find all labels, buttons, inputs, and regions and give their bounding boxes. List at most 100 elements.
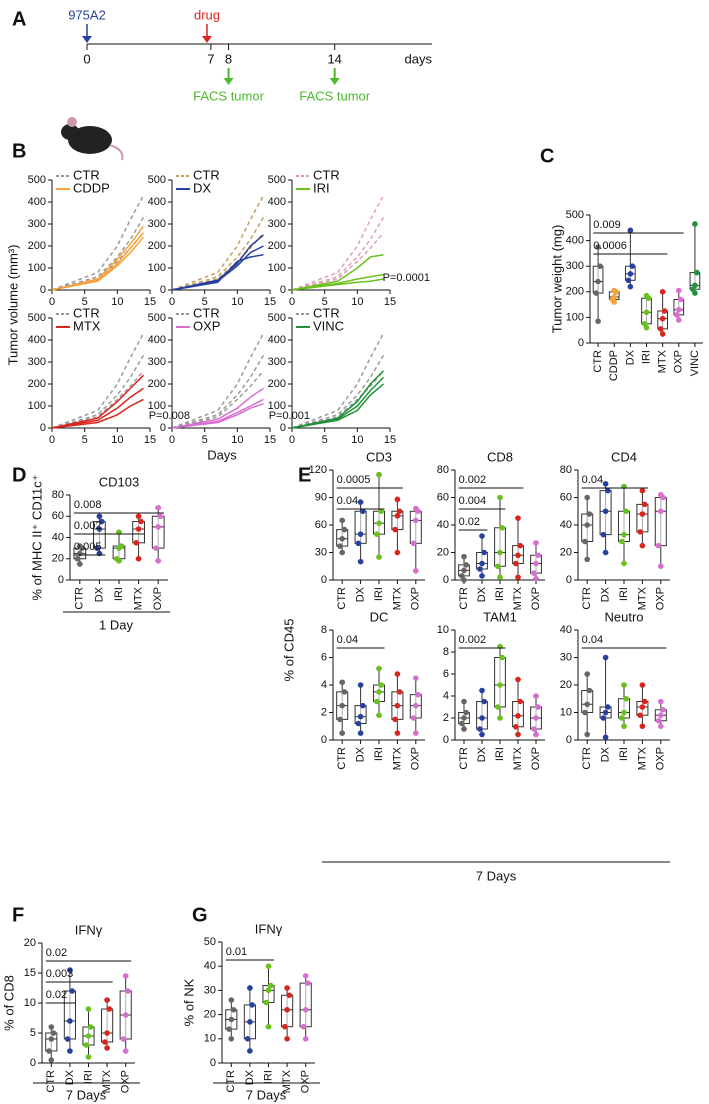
data-point — [658, 723, 664, 730]
data-point — [247, 985, 253, 991]
data-point — [692, 290, 698, 296]
readout-label: FACS tumor — [299, 88, 370, 103]
data-point — [67, 1048, 73, 1054]
x-tick-label: MTX — [512, 746, 524, 770]
y-tick-label: 500 — [28, 174, 46, 186]
mouse-tail — [109, 144, 124, 161]
x-tick-label: MTX — [281, 1069, 293, 1093]
y-tick-label: 500 — [268, 312, 286, 324]
y-tick-label: 0 — [40, 284, 46, 296]
data-point — [641, 501, 648, 508]
data-point — [355, 720, 362, 727]
data-point — [355, 540, 362, 547]
legend-label: IRI — [313, 180, 330, 195]
data-point — [104, 997, 110, 1003]
data-point — [50, 1030, 57, 1036]
data-point — [102, 1039, 108, 1045]
y-tick-label: 100 — [268, 400, 286, 412]
y-tick-label: 6 — [321, 651, 327, 663]
data-point — [226, 1026, 232, 1032]
y-tick-label: 120 — [309, 464, 327, 476]
legend-label: MTX — [73, 318, 101, 333]
p-value: 0.0005 — [337, 474, 371, 486]
data-point — [155, 504, 161, 511]
p-value: 0.003 — [46, 968, 74, 980]
y-tick-label: 60 — [52, 510, 64, 522]
data-point — [658, 508, 664, 515]
data-point — [533, 731, 539, 738]
x-tick-label: 0 — [49, 296, 55, 308]
p-value: 0.02 — [459, 516, 480, 528]
box — [636, 503, 649, 533]
box — [354, 510, 367, 544]
data-point — [415, 691, 421, 698]
y-tick-label: 200 — [28, 378, 46, 390]
legend-label: CTR — [73, 167, 100, 182]
data-point — [461, 726, 467, 732]
data-point — [300, 1023, 307, 1030]
arrow-head — [223, 78, 234, 85]
chart-title: CD8 — [487, 449, 513, 464]
readout-label: FACS tumor — [193, 88, 264, 103]
data-point — [155, 524, 161, 530]
data-point — [675, 287, 682, 294]
data-point — [593, 290, 599, 296]
data-point — [228, 1036, 235, 1042]
data-point — [479, 573, 485, 579]
y-tick-label: 100 — [566, 311, 584, 323]
chart-title: CD103 — [99, 474, 139, 489]
data-point — [337, 716, 343, 723]
data-point — [106, 1006, 113, 1012]
p-value: 0.04 — [337, 495, 358, 507]
y-axis-label: Tumor weight (mg) — [549, 225, 564, 334]
data-point — [357, 558, 364, 565]
data-point — [621, 682, 627, 688]
data-point — [621, 723, 627, 730]
x-tick-label: DX — [624, 349, 636, 365]
data-point — [643, 324, 650, 331]
data-point — [373, 698, 380, 705]
data-point — [118, 543, 125, 549]
data-point — [48, 1024, 55, 1030]
y-tick-label: 400 — [268, 334, 286, 346]
y-tick-label: 20 — [204, 1009, 216, 1021]
mouse-ear — [67, 117, 77, 127]
data-point — [394, 496, 401, 503]
p-value: 0.009 — [593, 219, 621, 231]
data-point — [659, 315, 666, 322]
y-tick-label: 500 — [28, 312, 46, 324]
data-point — [302, 973, 309, 979]
data-point — [584, 701, 590, 708]
arrow-head — [202, 36, 212, 43]
x-tick-label: 10 — [351, 296, 363, 308]
data-point — [674, 312, 680, 318]
data-point — [692, 221, 698, 227]
data-point — [122, 1048, 129, 1054]
y-tick-label: 0 — [280, 422, 286, 434]
x-tick-label: IRI — [373, 747, 385, 761]
x-tick-label: DX — [355, 586, 367, 602]
timeline-label: 975A2 — [68, 7, 106, 22]
y-tick-label: 500 — [148, 312, 166, 324]
p-value: 0.02 — [46, 989, 67, 1001]
x-tick-label: CTR — [74, 587, 86, 610]
data-point — [658, 712, 664, 719]
growth-line — [291, 217, 385, 291]
data-point — [595, 318, 601, 325]
data-point — [515, 574, 521, 581]
x-tick-label: 15 — [264, 434, 276, 446]
data-point — [611, 299, 618, 305]
timeline-label: days — [405, 51, 433, 66]
data-point — [621, 531, 627, 538]
growth-line — [291, 232, 385, 291]
y-tick-label: 500 — [268, 174, 286, 186]
data-point — [104, 1030, 110, 1036]
y-tick-label: 2 — [443, 712, 449, 724]
chart-title: Neutro — [604, 609, 643, 624]
y-tick-label: 0 — [578, 337, 584, 349]
data-point — [463, 709, 469, 716]
data-point — [584, 556, 590, 563]
x-tick-label: IRI — [113, 587, 125, 601]
data-point — [413, 675, 419, 681]
data-point — [67, 1018, 73, 1024]
